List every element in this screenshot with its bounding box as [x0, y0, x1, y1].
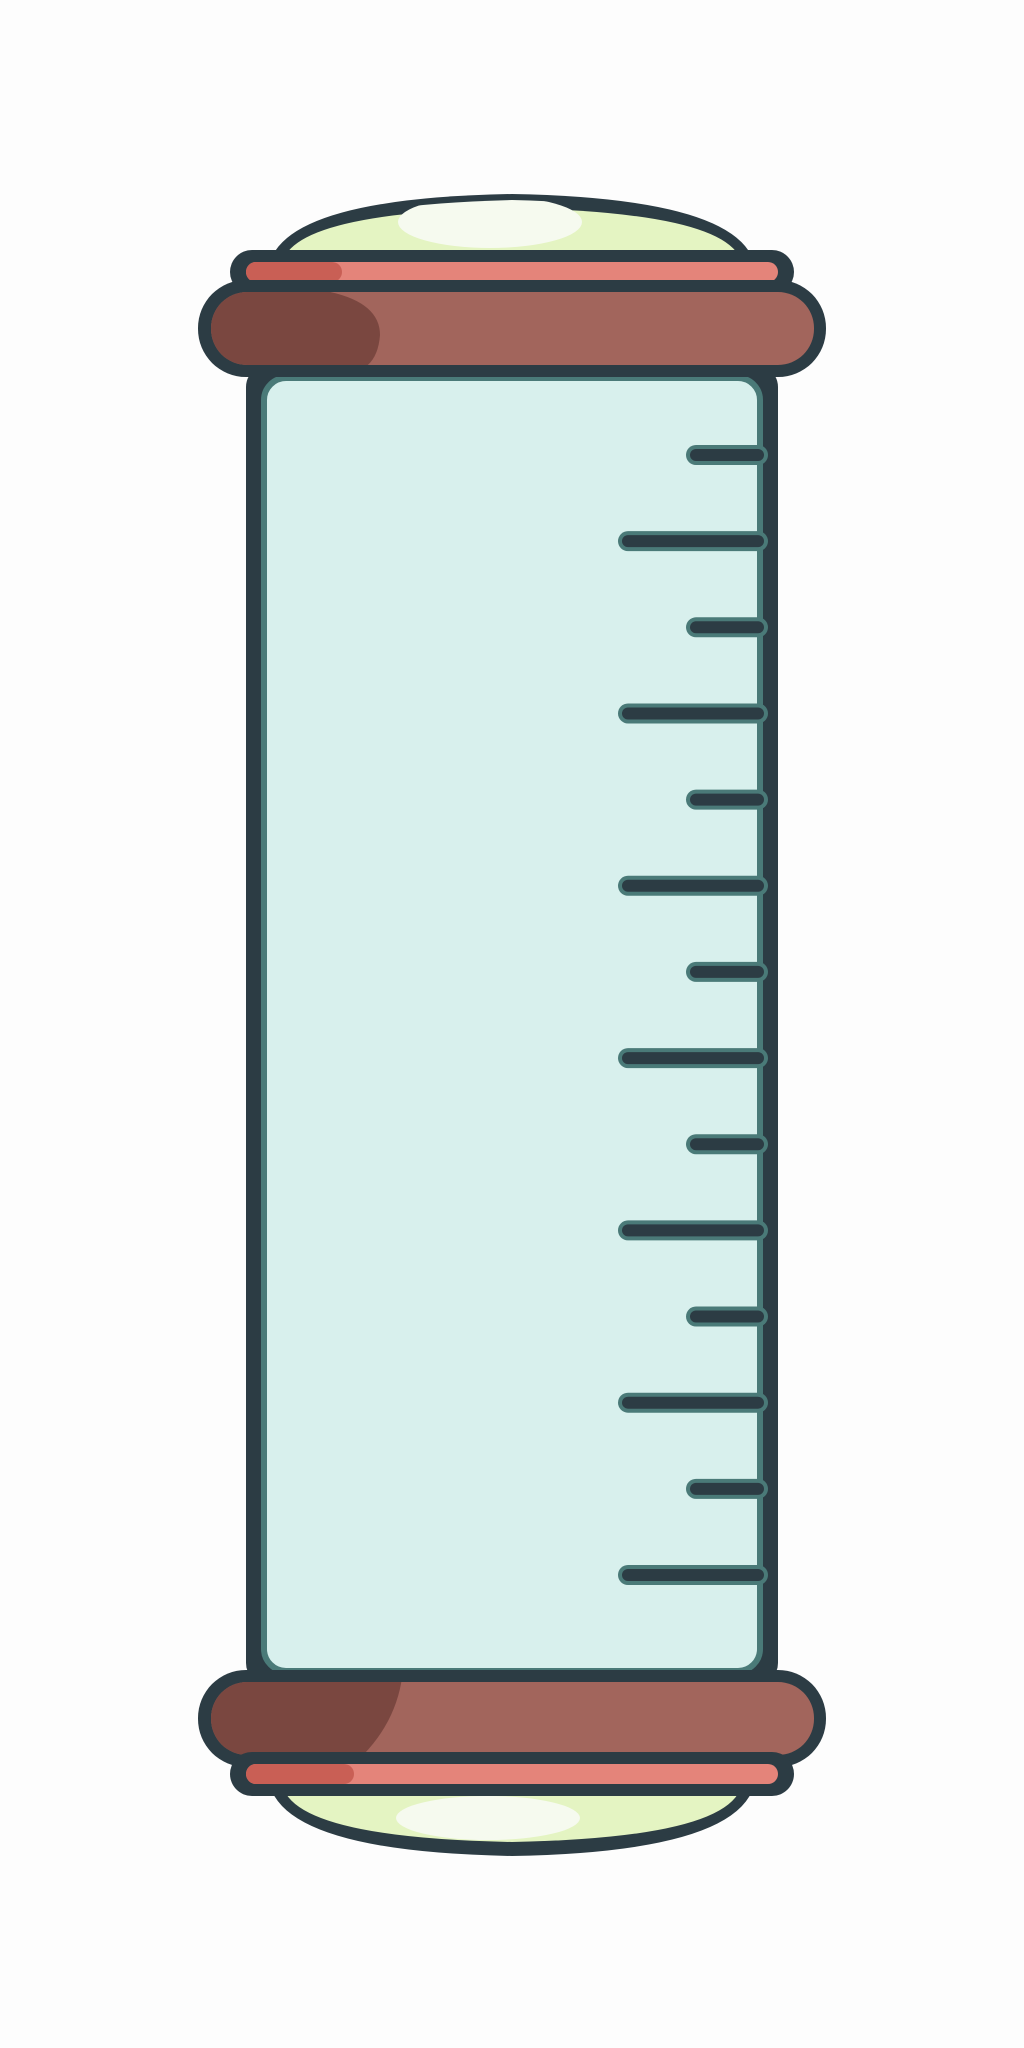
bottom-cap-assembly: [198, 1670, 826, 1856]
top-cap-highlight: [398, 200, 582, 248]
top-thin-ring: [246, 262, 778, 282]
top-thin-ring-shadow: [246, 262, 342, 282]
top-cap-assembly: [198, 194, 826, 377]
bottom-cap-highlight: [396, 1796, 580, 1840]
bottom-thin-ring-shadow: [246, 1764, 354, 1784]
bottom-band-shadow: [211, 1682, 402, 1755]
graduation-ticks: [618, 445, 768, 1585]
tube-inner-glass: [261, 375, 763, 1674]
top-band-shadow: [211, 292, 380, 365]
bottom-thin-ring: [246, 1764, 778, 1784]
tube-body: [246, 365, 778, 1685]
